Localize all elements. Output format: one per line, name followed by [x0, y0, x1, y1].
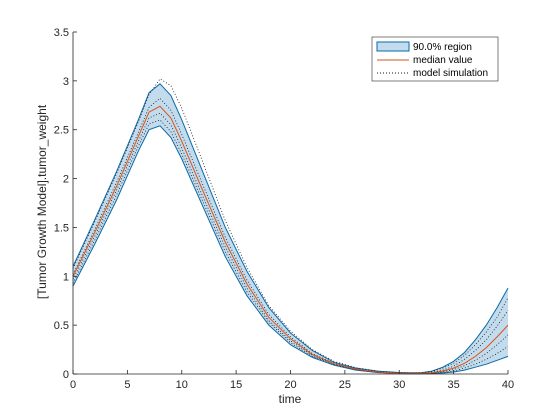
- legend-label-region: 90.0% region: [413, 42, 472, 53]
- x-tick-label: 15: [230, 379, 242, 391]
- median-line-layer: [72, 105, 509, 374]
- y-tick-label: 2: [63, 174, 69, 186]
- x-tick-label: 40: [502, 379, 514, 391]
- y-tick-label: 3: [63, 76, 69, 88]
- legend-label-median: median value: [413, 55, 473, 66]
- y-tick-label: 0: [63, 369, 69, 381]
- y-tick-label: 1.5: [54, 222, 69, 234]
- x-tick-label: 5: [124, 379, 130, 391]
- x-tick-label: 10: [176, 379, 188, 391]
- x-tick-label: 0: [70, 379, 76, 391]
- legend-label-simulation: model simulation: [413, 68, 488, 79]
- legend: 90.0% region median value model simulati…: [371, 36, 499, 82]
- x-tick-label: 25: [339, 379, 351, 391]
- y-axis-title: [Tumor Growth Model].tumor_weight: [35, 104, 49, 299]
- x-tick-label: 20: [284, 379, 296, 391]
- simulation-line-1: [72, 78, 509, 374]
- simulation-line-2: [72, 119, 509, 375]
- x-axis-ticks: 0 5 10 15 20 25 30 35 40: [70, 370, 514, 391]
- x-axis-title: time: [279, 392, 302, 406]
- y-tick-label: 0.5: [54, 320, 69, 332]
- confidence-band-lower-edge: [72, 125, 509, 375]
- x-tick-label: 35: [448, 379, 460, 391]
- y-tick-label: 2.5: [54, 125, 69, 137]
- x-tick-label: 30: [393, 379, 405, 391]
- y-tick-label: 1: [63, 271, 69, 283]
- median-line: [72, 105, 509, 374]
- y-axis-ticks: 0 0.5 1 1.5 2 2.5 3 3.5: [54, 27, 77, 381]
- confidence-band-area: [73, 83, 508, 374]
- confidence-band-upper-edge: [72, 83, 509, 374]
- y-tick-label: 3.5: [54, 27, 69, 39]
- simulation-lines-layer: [72, 78, 509, 375]
- simulation-line-3: [72, 97, 509, 374]
- confidence-band-layer: [72, 83, 509, 375]
- legend-swatch-region: [376, 41, 410, 52]
